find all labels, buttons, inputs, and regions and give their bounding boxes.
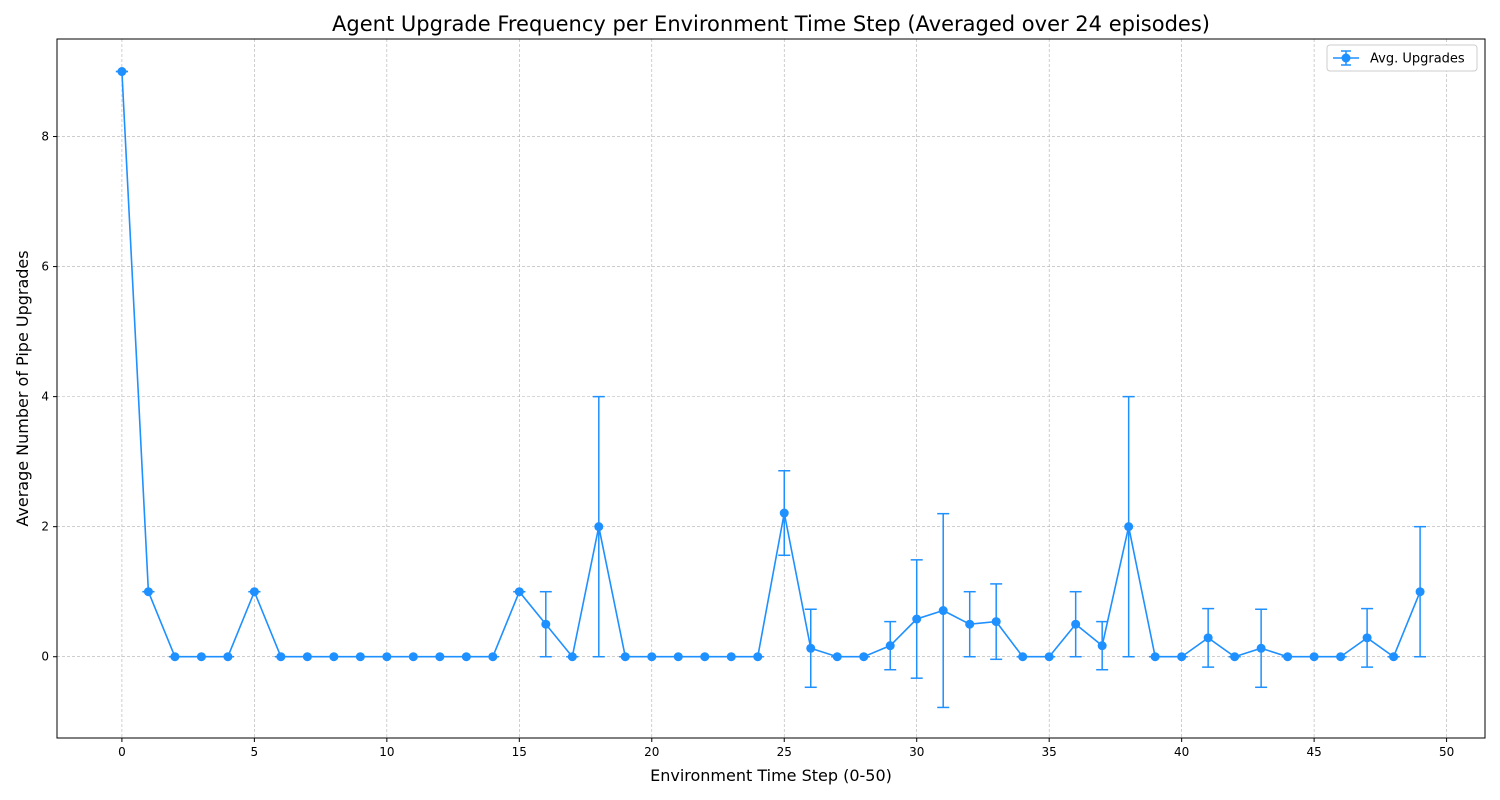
data-point xyxy=(912,614,922,624)
x-tick-label: 5 xyxy=(251,745,259,759)
y-tick-label: 0 xyxy=(41,650,49,664)
data-point xyxy=(461,652,471,662)
y-axis-label: Average Number of Pipe Upgrades xyxy=(13,250,32,526)
x-tick-label: 30 xyxy=(909,745,924,759)
data-point xyxy=(143,587,153,597)
data-point xyxy=(1256,643,1266,653)
series-points xyxy=(117,67,1425,662)
data-point xyxy=(726,652,736,662)
data-point xyxy=(779,508,789,518)
data-point xyxy=(488,652,498,662)
data-point xyxy=(1309,652,1319,662)
chart-title: Agent Upgrade Frequency per Environment … xyxy=(332,12,1210,36)
data-point xyxy=(435,652,445,662)
x-tick-label: 10 xyxy=(379,745,394,759)
y-tick-label: 4 xyxy=(41,390,49,404)
data-point xyxy=(1071,619,1081,629)
data-point xyxy=(594,522,604,532)
plot-frame xyxy=(56,38,1486,739)
data-point xyxy=(1362,633,1372,643)
data-point xyxy=(408,652,418,662)
series-polyline xyxy=(121,71,1421,659)
legend-swatch xyxy=(1333,50,1359,66)
data-point xyxy=(170,652,180,662)
x-tick-label: 45 xyxy=(1306,745,1321,759)
data-point xyxy=(1044,652,1054,662)
x-tick-label: 15 xyxy=(512,745,527,759)
legend-box xyxy=(1326,44,1478,72)
data-point xyxy=(938,606,948,616)
x-axis-ticks: 0 5 10 15 20 25 30 35 40 45 50 xyxy=(118,738,1454,759)
x-tick-label: 20 xyxy=(644,745,659,759)
data-point xyxy=(196,652,206,662)
y-tick-label: 6 xyxy=(41,260,49,274)
data-point xyxy=(1018,652,1028,662)
data-point xyxy=(1283,652,1293,662)
data-point xyxy=(806,643,816,653)
data-point xyxy=(991,617,1001,627)
data-point xyxy=(355,652,365,662)
data-point xyxy=(382,652,392,662)
data-point xyxy=(1230,652,1240,662)
data-point xyxy=(1097,641,1107,651)
legend: Avg. Upgrades xyxy=(1326,44,1478,72)
x-tick-label: 50 xyxy=(1439,745,1454,759)
x-tick-label: 35 xyxy=(1042,745,1057,759)
data-point xyxy=(1177,652,1187,662)
data-point xyxy=(249,587,259,597)
data-point xyxy=(329,652,339,662)
x-tick-label: 25 xyxy=(777,745,792,759)
legend-label: Avg. Upgrades xyxy=(1370,52,1465,67)
y-axis-ticks: 0 2 4 6 8 xyxy=(41,130,57,664)
data-point xyxy=(567,652,577,662)
data-point xyxy=(1389,652,1399,662)
data-point xyxy=(1150,652,1160,662)
data-point xyxy=(541,619,551,629)
data-point xyxy=(859,652,869,662)
data-point xyxy=(965,619,975,629)
data-point xyxy=(302,652,312,662)
data-point xyxy=(832,652,842,662)
data-point xyxy=(276,652,286,662)
x-tick-label: 40 xyxy=(1174,745,1189,759)
x-axis-label: Environment Time Step (0-50) xyxy=(650,766,892,785)
data-point xyxy=(1336,652,1346,662)
data-point xyxy=(223,652,233,662)
data-point xyxy=(1203,633,1213,643)
data-point xyxy=(647,652,657,662)
data-point xyxy=(1415,587,1425,597)
y-tick-label: 8 xyxy=(41,130,49,144)
data-point xyxy=(753,652,763,662)
y-tick-label: 2 xyxy=(41,520,49,534)
series-line xyxy=(121,71,1421,659)
data-point xyxy=(673,652,683,662)
data-point xyxy=(117,67,127,77)
data-point xyxy=(620,652,630,662)
data-point xyxy=(514,587,524,597)
data-point xyxy=(885,641,895,651)
data-point xyxy=(700,652,710,662)
data-point xyxy=(1124,522,1134,532)
x-tick-label: 0 xyxy=(118,745,126,759)
error-bars xyxy=(115,70,1427,709)
